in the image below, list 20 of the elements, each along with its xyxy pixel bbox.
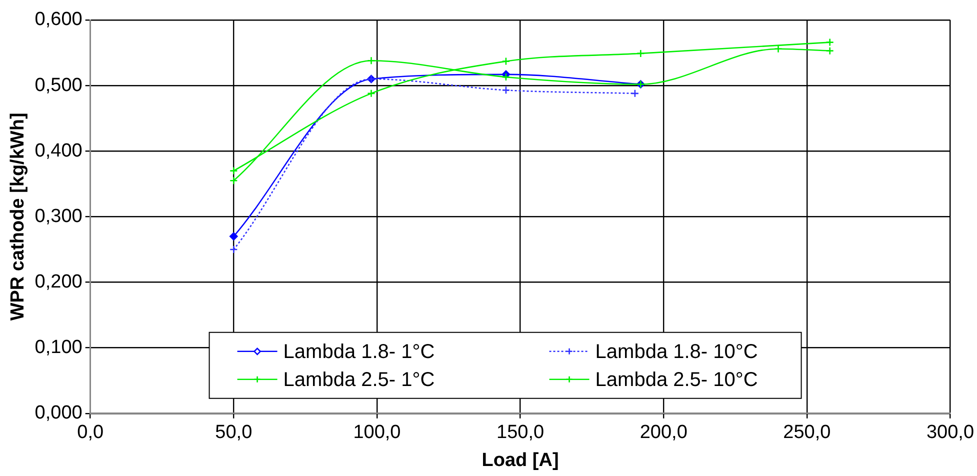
x-tick-label: 200,0 — [640, 422, 688, 444]
y-tick-label: 0,000 — [34, 402, 82, 424]
y-tick-label: 0,500 — [34, 74, 82, 96]
y-tick-label: 0,200 — [34, 272, 82, 292]
legend-label: Lambda 2.5- 1°C — [283, 368, 435, 391]
x-tick-label: 100,0 — [353, 422, 401, 444]
x-tick-label: 50,0 — [215, 422, 252, 444]
legend-label: Lambda 1.8- 10°C — [595, 340, 758, 363]
y-tick-label: 0,100 — [34, 337, 82, 358]
x-tick-label: 300,0 — [926, 422, 974, 444]
legend-label: Lambda 2.5- 10°C — [595, 368, 758, 391]
x-tick-label: 250,0 — [783, 422, 831, 444]
x-tick-label: 0,0 — [77, 422, 104, 444]
x-axis-title: Load [A] — [482, 450, 559, 471]
y-tick-label: 0,300 — [34, 206, 82, 227]
y-tick-label: 0,400 — [34, 140, 82, 162]
y-axis-title: WPR cathode [kg/kWh] — [8, 112, 29, 321]
x-tick-label: 150,0 — [496, 422, 544, 444]
legend-label: Lambda 1.8- 1°C — [283, 340, 435, 363]
y-tick-label: 0,600 — [34, 9, 82, 30]
